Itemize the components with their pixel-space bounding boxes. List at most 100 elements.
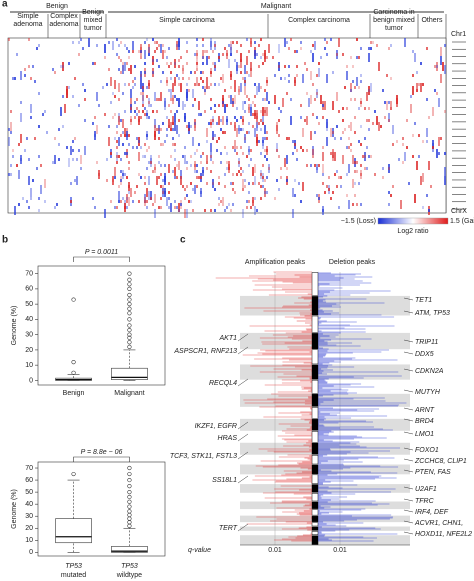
heatmap-cell — [116, 53, 118, 56]
heatmap-cell — [132, 86, 134, 89]
peak-traces — [215, 271, 407, 542]
heatmap-cell — [436, 92, 438, 95]
heatmap-cell — [354, 170, 356, 173]
gene-leader — [403, 498, 414, 502]
heatmap-cell — [356, 161, 358, 164]
y-tick-label: 50 — [25, 489, 33, 496]
heatmap-cell — [198, 83, 200, 86]
heatmap-cell — [300, 116, 302, 119]
heatmap-cell — [234, 149, 236, 152]
x-tick-label: TP53 — [65, 563, 82, 570]
panel-label: a — [2, 0, 8, 10]
heatmap-cell — [432, 146, 434, 149]
gene-leader — [403, 368, 414, 372]
heatmap-cell — [10, 131, 12, 134]
colorbar — [377, 217, 449, 225]
heatmap-cell — [402, 161, 404, 164]
heatmap-cell — [316, 164, 318, 173]
heatmap-cell — [244, 179, 246, 182]
heatmap-cell — [356, 170, 358, 173]
heatmap-cell — [116, 206, 118, 209]
heatmap-cell — [390, 194, 392, 197]
heatmap-cell — [416, 71, 418, 74]
heatmap-cell — [278, 44, 280, 53]
heatmap-cell — [120, 59, 122, 62]
heatmap-cell — [44, 110, 46, 113]
chromosome-marker — [311, 272, 319, 296]
heatmap-cell — [264, 179, 266, 182]
heatmap-cell — [116, 155, 118, 158]
heatmap-cell — [74, 137, 76, 140]
heatmap-cell — [360, 173, 362, 176]
heatmap-cell — [330, 38, 332, 41]
heatmap-cell — [114, 206, 116, 209]
heatmap-cell — [268, 167, 270, 170]
heatmap-cell — [218, 116, 220, 125]
heatmap-cell — [296, 65, 298, 68]
heatmap-cell — [374, 110, 376, 113]
heatmap-cell — [356, 38, 358, 41]
heatmap-cell — [14, 77, 16, 80]
heatmap-cell — [390, 101, 392, 110]
heatmap-cell — [376, 44, 378, 47]
heatmap-cell — [18, 170, 20, 179]
heatmap-cell — [138, 50, 140, 53]
heatmap-cell — [354, 194, 356, 197]
heatmap-cell — [220, 119, 222, 122]
heatmap-cell — [168, 197, 170, 200]
heatmap-cell — [326, 41, 328, 44]
heatmap-cell — [350, 56, 352, 59]
heatmap-cell — [422, 83, 424, 86]
heatmap-cell — [206, 167, 208, 170]
heatmap-cell — [180, 170, 182, 179]
heatmap-cell — [174, 77, 176, 86]
heatmap-cell — [124, 62, 126, 71]
heatmap-cell — [284, 77, 286, 80]
heatmap-cell — [212, 62, 214, 65]
heatmap-cell — [118, 185, 120, 188]
heatmap-cell — [120, 200, 122, 203]
heatmap-cell — [58, 128, 60, 131]
heatmap-cell — [158, 98, 160, 101]
heatmap-cell — [172, 170, 174, 173]
heatmap-cell — [142, 92, 144, 101]
heatmap-cell — [206, 128, 208, 137]
heatmap-cell — [390, 77, 392, 80]
heatmap-cell — [220, 200, 222, 203]
heatmap-cell — [16, 53, 18, 56]
heatmap-cell — [410, 104, 412, 113]
heatmap-cell — [388, 191, 390, 194]
heatmap-cell — [256, 116, 258, 125]
heatmap-cell — [288, 65, 290, 68]
heatmap-cell — [444, 110, 446, 113]
heatmap-cell — [230, 44, 232, 53]
p-value: P = 8.8e − 06 — [81, 449, 123, 456]
heatmap-cell — [230, 86, 232, 89]
heatmap-cell — [228, 44, 230, 47]
heatmap-cell — [348, 137, 350, 140]
heatmap-cell — [290, 116, 292, 125]
heatmap-cell — [146, 113, 148, 116]
amp-gene-label: ASPSCR1, RNF213 — [173, 348, 237, 355]
heatmap-cell — [18, 203, 20, 206]
heatmap-cell — [230, 209, 232, 212]
heatmap-cell — [234, 125, 236, 128]
heatmap-cell — [338, 110, 340, 113]
heatmap-cell — [278, 107, 280, 110]
heatmap-cell — [260, 173, 262, 176]
heatmap-cell — [112, 179, 114, 182]
heatmap-cell — [336, 125, 338, 128]
heatmap-cell — [196, 44, 198, 47]
heatmap-cell — [290, 38, 292, 41]
heatmap-cell — [236, 65, 238, 74]
heatmap-cell — [186, 161, 188, 164]
heatmap-cell — [96, 44, 98, 47]
heatmap-cell — [262, 122, 264, 125]
heatmap-cell — [242, 119, 244, 122]
heatmap-cell — [206, 155, 208, 164]
outlier — [127, 302, 132, 307]
outlier — [127, 271, 132, 276]
heatmap-cell — [160, 92, 162, 101]
heatmap-cell — [214, 134, 216, 137]
del-gene-label: ARNT — [414, 407, 435, 414]
